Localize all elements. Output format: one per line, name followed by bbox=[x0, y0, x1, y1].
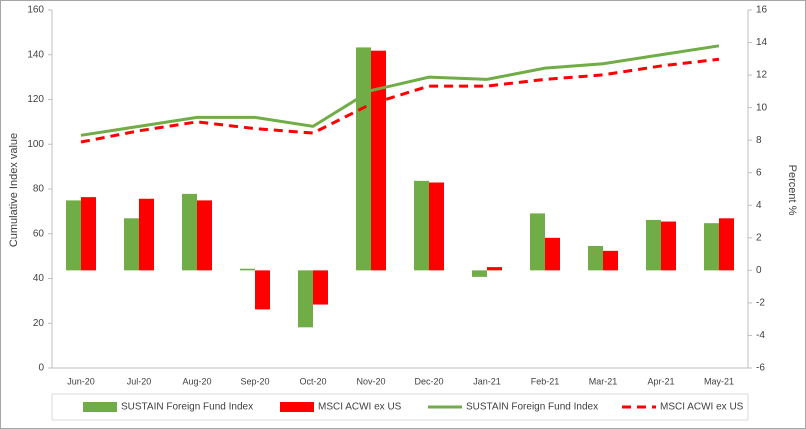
y2-axis-title: Percent % bbox=[786, 165, 798, 216]
bar bbox=[81, 197, 96, 271]
y2-tick-label: -6 bbox=[756, 363, 765, 374]
y2-tick-label: -4 bbox=[756, 330, 765, 341]
legend-label: MSCI ACWI ex US bbox=[318, 402, 402, 413]
bar bbox=[240, 268, 255, 271]
bar bbox=[356, 47, 371, 271]
x-tick-label: Dec-20 bbox=[414, 376, 443, 386]
x-tick-label: Jul-20 bbox=[127, 376, 152, 386]
y-tick-label: 40 bbox=[33, 273, 45, 284]
x-tick-label: Jun-20 bbox=[67, 376, 95, 386]
bar bbox=[646, 219, 661, 271]
bar bbox=[298, 270, 313, 328]
y2-tick-label: 16 bbox=[756, 5, 768, 16]
y2-tick-label: 8 bbox=[756, 135, 762, 146]
y-tick-label: 20 bbox=[33, 318, 45, 329]
y2-tick-label: 2 bbox=[756, 232, 762, 243]
y-tick-label: 100 bbox=[27, 139, 44, 150]
y-tick-label: 60 bbox=[33, 228, 45, 239]
line bbox=[80, 44, 720, 137]
y2-tick-label: 4 bbox=[756, 200, 762, 211]
bar bbox=[704, 223, 719, 271]
bar bbox=[313, 270, 328, 305]
bar bbox=[414, 180, 429, 271]
bar bbox=[182, 193, 197, 271]
bar bbox=[472, 270, 487, 277]
bar bbox=[487, 267, 502, 271]
bar bbox=[429, 182, 444, 271]
bar bbox=[588, 245, 603, 271]
bar bbox=[545, 237, 560, 271]
bar bbox=[603, 250, 618, 271]
y2-tick-label: 14 bbox=[756, 37, 768, 48]
y-axis-title: Cumulative Index value bbox=[8, 133, 20, 247]
legend-box bbox=[51, 393, 749, 421]
bar bbox=[139, 198, 154, 271]
x-tick-label: May-21 bbox=[704, 376, 734, 386]
x-tick-label: Nov-20 bbox=[356, 376, 385, 386]
x-tick-label: Jan-21 bbox=[473, 376, 501, 386]
line bbox=[80, 57, 720, 144]
x-tick-label: Apr-21 bbox=[647, 376, 674, 386]
y2-tick-label: 12 bbox=[756, 70, 768, 81]
x-tick-label: Sep-20 bbox=[240, 376, 269, 386]
bar bbox=[719, 218, 734, 271]
y-tick-label: 160 bbox=[27, 5, 44, 16]
bar bbox=[371, 50, 386, 271]
y-tick-label: 80 bbox=[33, 184, 45, 195]
legend-label: MSCI ACWI ex US bbox=[660, 402, 744, 413]
y2-tick-label: 6 bbox=[756, 167, 762, 178]
y-tick-label: 140 bbox=[27, 49, 44, 60]
legend-swatch bbox=[280, 402, 314, 412]
y2-tick-label: 10 bbox=[756, 102, 768, 113]
y2-tick-label: 0 bbox=[756, 265, 762, 276]
y-tick-label: 120 bbox=[27, 94, 44, 105]
bar bbox=[197, 200, 212, 271]
y2-tick-label: -2 bbox=[756, 298, 765, 309]
x-tick-label: Aug-20 bbox=[182, 376, 211, 386]
legend-label: SUSTAIN Foreign Fund Index bbox=[121, 402, 253, 413]
y-tick-label: 0 bbox=[38, 363, 44, 374]
bar bbox=[661, 221, 676, 271]
bar bbox=[255, 270, 270, 310]
x-tick-label: Feb-21 bbox=[531, 376, 560, 386]
legend-swatch bbox=[83, 402, 117, 412]
bar bbox=[66, 200, 81, 271]
bar bbox=[530, 213, 545, 271]
x-tick-label: Mar-21 bbox=[589, 376, 618, 386]
bar bbox=[124, 218, 139, 271]
legend-label: SUSTAIN Foreign Fund Index bbox=[466, 402, 598, 413]
x-tick-label: Oct-20 bbox=[299, 376, 326, 386]
